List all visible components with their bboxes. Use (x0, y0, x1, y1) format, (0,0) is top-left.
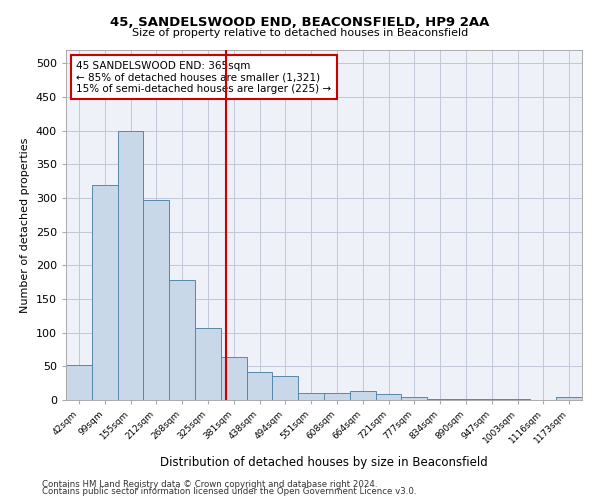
Text: Contains public sector information licensed under the Open Government Licence v3: Contains public sector information licen… (42, 488, 416, 496)
Bar (350, 391, 376, 400)
Text: Contains HM Land Registry data © Crown copyright and database right 2024.: Contains HM Land Registry data © Crown c… (42, 480, 377, 489)
Text: 45, SANDELSWOOD END, BEACONSFIELD, HP9 2AA: 45, SANDELSWOOD END, BEACONSFIELD, HP9 2… (110, 16, 490, 29)
Bar (143, 200, 169, 400)
Bar (169, 280, 195, 400)
X-axis label: Distribution of detached houses by size in Beaconsfield: Distribution of detached houses by size … (160, 456, 488, 469)
Bar (66, 365, 92, 400)
Bar (298, 392, 324, 400)
Bar (324, 392, 350, 400)
Bar (556, 398, 582, 400)
Bar (118, 131, 143, 400)
Bar (247, 372, 272, 400)
Bar (376, 394, 401, 400)
Bar (195, 328, 221, 400)
Bar (221, 357, 247, 400)
Bar (401, 396, 427, 400)
Bar (427, 398, 453, 400)
Text: 45 SANDELSWOOD END: 365sqm
← 85% of detached houses are smaller (1,321)
15% of s: 45 SANDELSWOOD END: 365sqm ← 85% of deta… (76, 60, 331, 94)
Text: Size of property relative to detached houses in Beaconsfield: Size of property relative to detached ho… (132, 28, 468, 38)
Y-axis label: Number of detached properties: Number of detached properties (20, 138, 30, 312)
Bar (92, 184, 118, 400)
Bar (272, 376, 298, 400)
